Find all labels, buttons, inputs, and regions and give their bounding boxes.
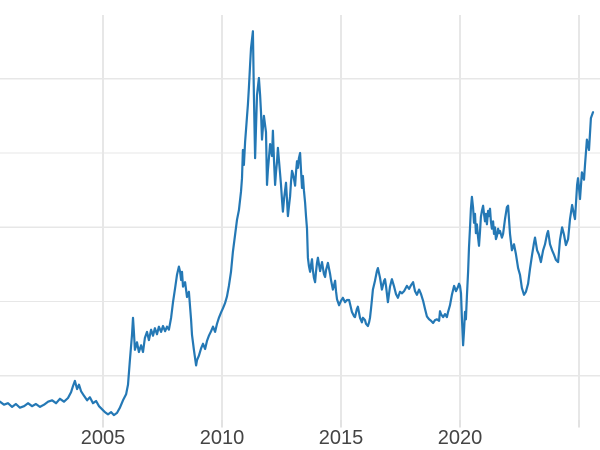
x-tick-label: 2015 bbox=[319, 427, 364, 449]
x-tick-label: 2005 bbox=[81, 427, 126, 449]
price-line bbox=[0, 30, 595, 417]
x-tick-label: 2010 bbox=[200, 427, 245, 449]
x-tick-label: 2020 bbox=[438, 427, 483, 449]
